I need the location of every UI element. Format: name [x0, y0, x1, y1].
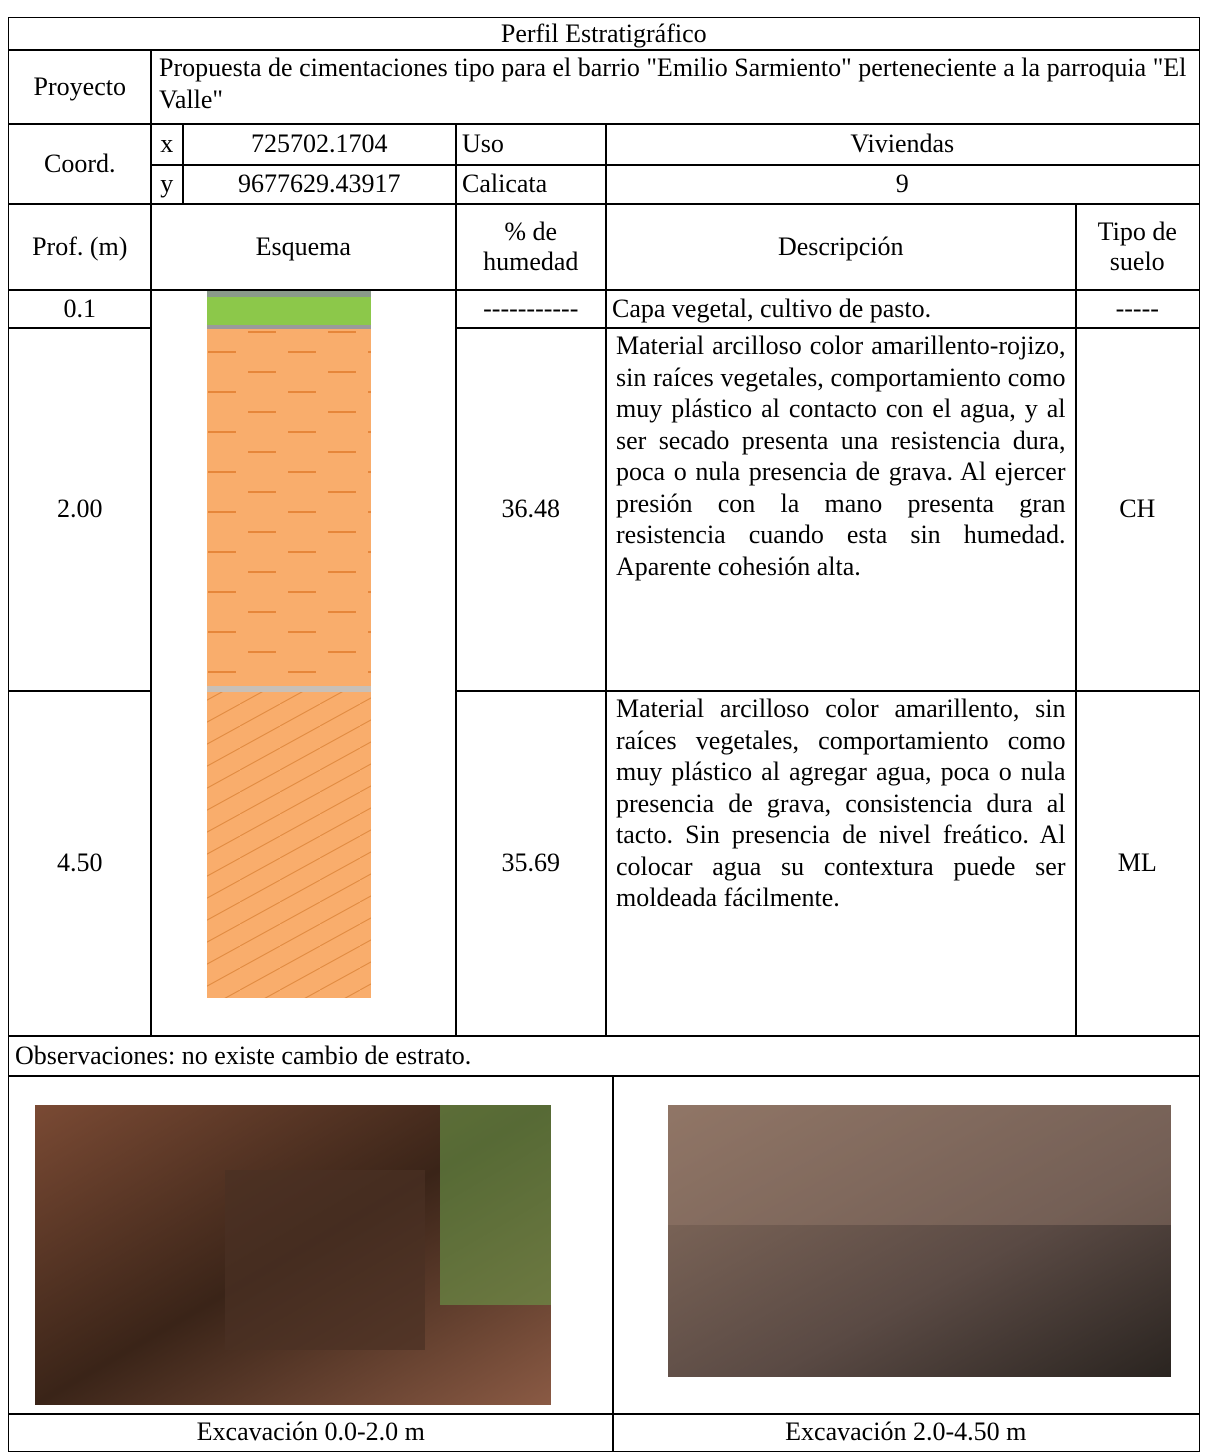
header: Tipo de suelo [1075, 203, 1200, 291]
photo-1 [35, 1105, 551, 1405]
photo-cell [612, 1075, 1200, 1415]
soil-type: CH [1075, 327, 1200, 692]
depth: 0.1 [8, 289, 152, 329]
photo-cell [8, 1075, 614, 1415]
header: Esquema [150, 203, 457, 291]
depth: 2.00 [8, 327, 152, 692]
soil-type: ----- [1075, 289, 1200, 329]
header: Prof. (m) [8, 203, 152, 291]
label: Calicata [455, 164, 607, 205]
value: Viviendas [605, 123, 1200, 166]
humidity: 35.69 [455, 690, 607, 1037]
scheme-cell [150, 289, 457, 1037]
depth: 4.50 [8, 690, 152, 1037]
observations: Observaciones: no existe cambio de estra… [8, 1035, 1200, 1077]
label: Coord. [8, 123, 152, 205]
table-title: Perfil Estratigráfico [8, 17, 1200, 51]
value: 9 [605, 164, 1200, 205]
humidity: ----------- [455, 289, 607, 329]
header: % de humedad [455, 203, 607, 291]
description: Capa vegetal, cultivo de pasto. [605, 289, 1077, 329]
label: Uso [455, 123, 607, 166]
scheme [207, 291, 371, 998]
project-text: Propuesta de cimentaciones tipo para el … [150, 49, 1200, 125]
humidity: 36.48 [455, 327, 607, 692]
label: x [150, 123, 184, 166]
soil-type: ML [1075, 690, 1200, 1037]
value: 9677629.43917 [182, 164, 457, 205]
photo-2 [668, 1105, 1171, 1377]
label: y [150, 164, 184, 205]
description: Material arcilloso color amarillento-roj… [605, 327, 1077, 692]
description: Material arcilloso color amarillento, si… [605, 690, 1077, 1037]
value: 725702.1704 [182, 123, 457, 166]
label: Proyecto [8, 49, 152, 125]
header: Descripción [605, 203, 1077, 291]
